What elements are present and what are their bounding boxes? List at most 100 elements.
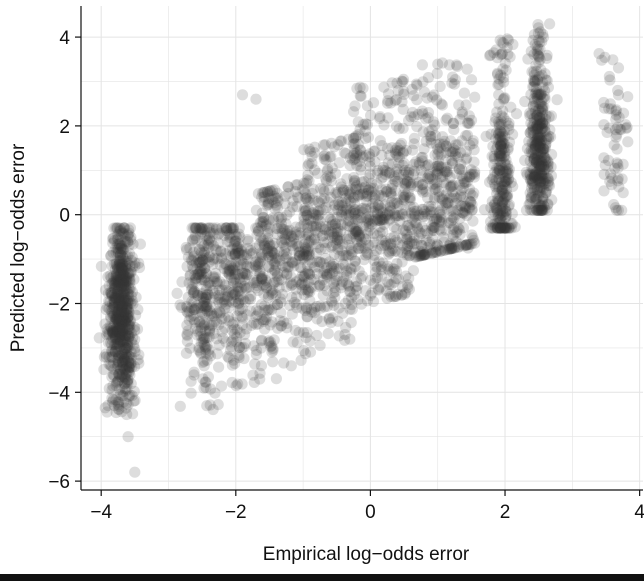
data-point bbox=[294, 227, 306, 239]
data-point bbox=[251, 229, 263, 241]
data-point bbox=[271, 298, 284, 310]
data-point bbox=[111, 322, 123, 334]
data-point bbox=[112, 293, 124, 305]
data-point bbox=[249, 358, 261, 370]
data-point bbox=[253, 239, 265, 251]
data-point bbox=[200, 382, 212, 394]
data-point bbox=[311, 313, 323, 325]
data-point bbox=[129, 324, 141, 336]
data-point bbox=[118, 287, 130, 299]
data-point bbox=[250, 256, 262, 268]
data-point bbox=[99, 402, 111, 414]
data-point bbox=[248, 317, 260, 329]
data-point bbox=[113, 331, 126, 343]
data-point bbox=[352, 294, 364, 306]
data-point bbox=[118, 306, 131, 318]
data-point bbox=[494, 126, 506, 138]
data-point bbox=[117, 272, 129, 284]
data-point bbox=[107, 246, 119, 259]
data-point bbox=[201, 234, 214, 246]
data-point bbox=[276, 237, 288, 249]
data-point bbox=[111, 276, 123, 288]
data-point bbox=[93, 332, 105, 344]
data-point bbox=[122, 339, 134, 351]
data-point bbox=[519, 95, 531, 108]
data-point bbox=[111, 313, 123, 326]
data-point bbox=[103, 328, 115, 340]
data-point bbox=[191, 329, 203, 341]
data-point bbox=[112, 358, 124, 371]
data-point bbox=[196, 222, 208, 234]
data-point bbox=[227, 264, 239, 276]
data-point bbox=[230, 277, 242, 289]
data-point bbox=[116, 279, 128, 291]
data-point bbox=[258, 288, 270, 300]
data-point bbox=[202, 288, 214, 300]
data-point bbox=[218, 296, 230, 308]
data-point bbox=[191, 269, 203, 281]
data-point bbox=[113, 242, 125, 254]
data-point bbox=[113, 292, 125, 305]
data-point bbox=[117, 268, 129, 280]
data-point bbox=[534, 177, 546, 189]
data-point bbox=[115, 266, 127, 278]
data-point bbox=[112, 312, 124, 325]
data-point bbox=[529, 194, 541, 206]
data-point bbox=[119, 238, 131, 250]
data-point bbox=[203, 344, 215, 356]
data-point bbox=[282, 187, 294, 200]
data-point bbox=[118, 343, 130, 355]
data-point bbox=[107, 332, 119, 344]
data-point bbox=[214, 259, 226, 271]
data-point bbox=[113, 383, 125, 396]
data-point bbox=[114, 225, 126, 237]
data-point bbox=[247, 369, 259, 381]
data-point bbox=[125, 266, 137, 278]
data-point bbox=[116, 240, 128, 252]
data-point bbox=[117, 274, 129, 286]
data-point bbox=[225, 250, 237, 262]
data-point bbox=[117, 338, 129, 350]
data-point bbox=[182, 325, 194, 337]
data-point bbox=[239, 267, 251, 279]
data-point bbox=[264, 185, 276, 197]
data-point bbox=[203, 348, 215, 360]
data-point bbox=[321, 268, 333, 281]
data-point bbox=[223, 295, 235, 307]
data-point bbox=[250, 222, 262, 234]
data-point bbox=[118, 353, 130, 365]
data-point bbox=[199, 319, 211, 331]
data-point bbox=[233, 297, 245, 309]
data-point bbox=[219, 322, 231, 334]
data-point bbox=[120, 304, 132, 317]
data-point bbox=[219, 280, 231, 292]
data-point bbox=[198, 339, 210, 351]
data-point bbox=[242, 242, 254, 254]
data-point bbox=[201, 222, 213, 234]
data-point bbox=[113, 368, 125, 380]
data-point bbox=[106, 360, 118, 372]
data-point bbox=[114, 333, 126, 345]
data-point bbox=[236, 302, 248, 315]
data-point bbox=[180, 241, 192, 254]
data-point bbox=[241, 248, 253, 261]
data-point bbox=[207, 403, 219, 416]
data-point bbox=[256, 274, 268, 286]
data-point bbox=[118, 310, 130, 322]
data-point bbox=[198, 317, 210, 329]
data-point bbox=[109, 264, 121, 276]
data-point bbox=[410, 217, 422, 229]
data-point bbox=[191, 233, 203, 246]
data-point bbox=[114, 363, 126, 375]
data-point bbox=[208, 276, 220, 288]
data-point bbox=[115, 232, 127, 244]
data-point bbox=[130, 309, 142, 321]
data-point bbox=[122, 285, 134, 297]
data-point bbox=[204, 222, 216, 234]
data-point bbox=[115, 296, 127, 308]
data-point bbox=[186, 295, 198, 307]
data-point bbox=[188, 246, 200, 258]
data-point bbox=[228, 317, 240, 329]
data-point bbox=[124, 267, 136, 279]
data-point bbox=[111, 243, 124, 255]
